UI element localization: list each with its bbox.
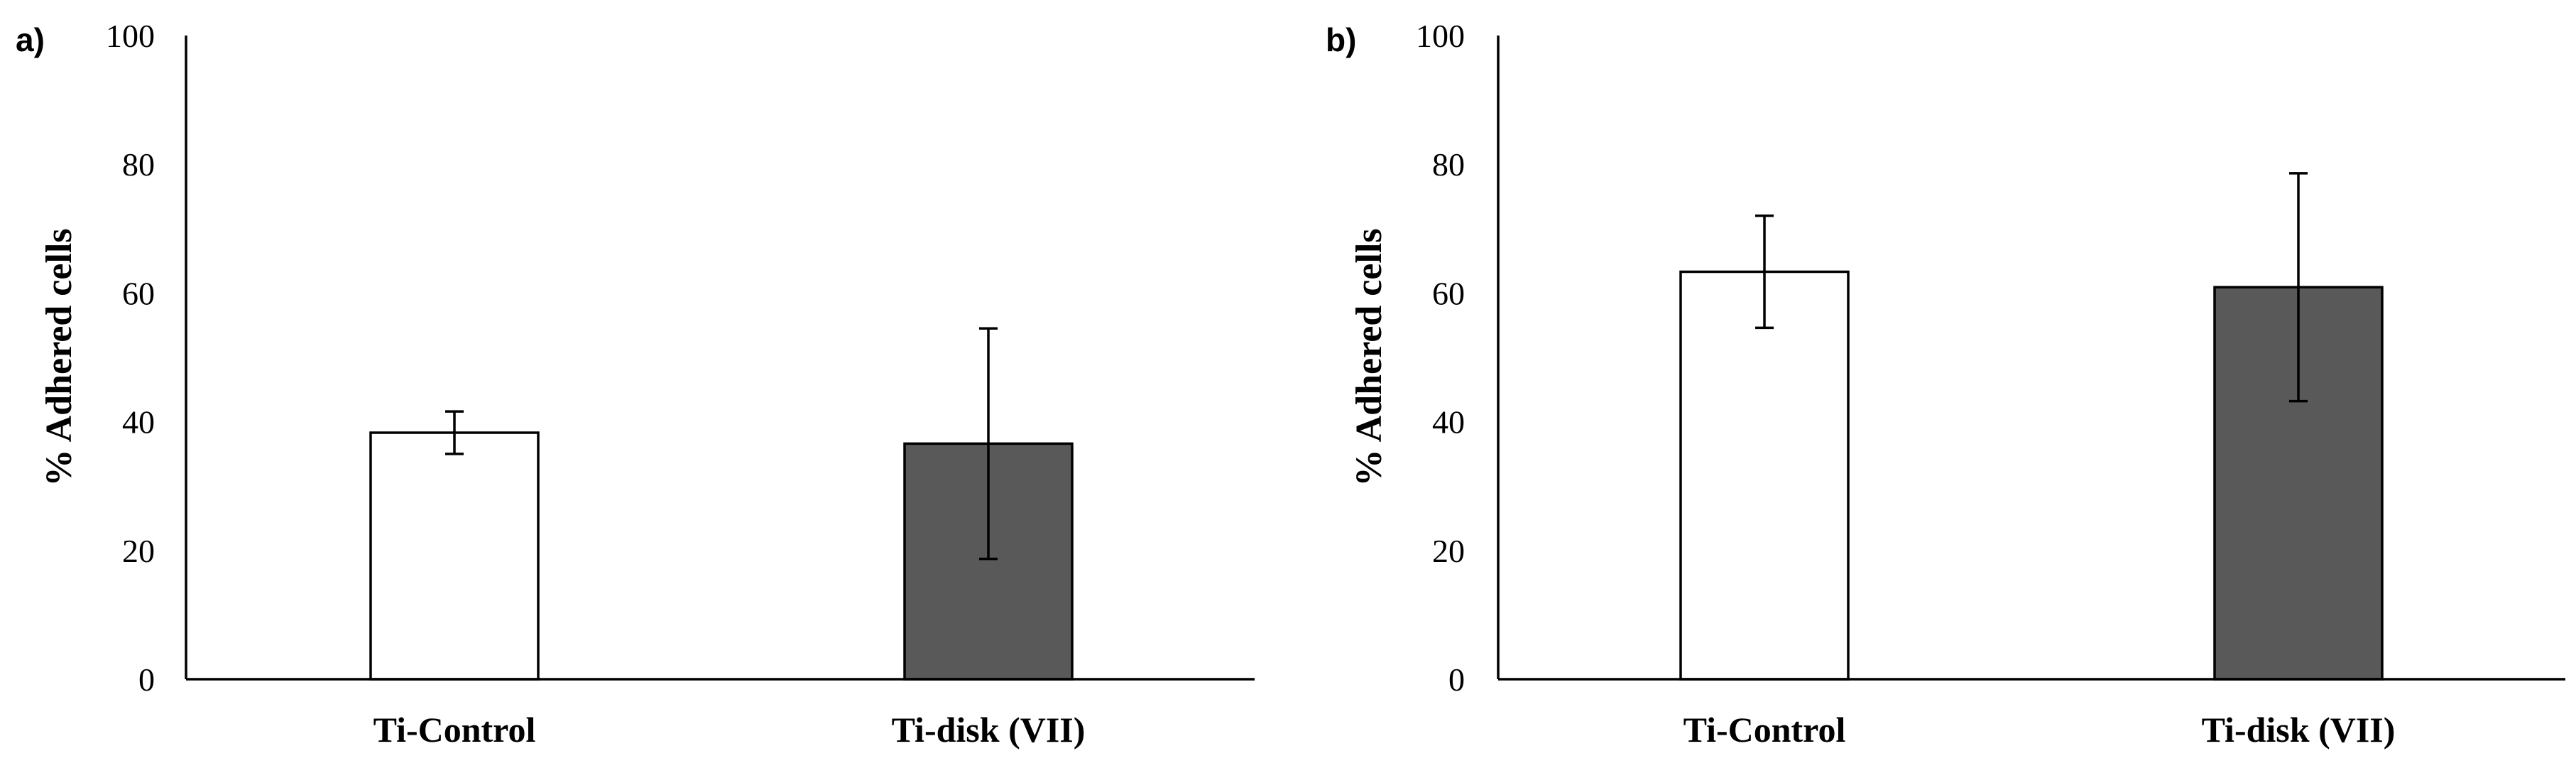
x-category-label: Ti-disk (VII): [892, 710, 1086, 750]
bar: [369, 431, 540, 681]
x-category-label: Ti-disk (VII): [2202, 710, 2396, 750]
x-category-label: Ti-Control: [1683, 710, 1846, 750]
y-tick-label: 40: [1432, 404, 1465, 440]
y-tick-label: 100: [1416, 18, 1465, 54]
x-category-label: Ti-Control: [373, 710, 536, 750]
y-tick-label: 20: [122, 533, 155, 569]
y-tick-label: 80: [122, 146, 155, 183]
y-axis-title: % Adhered cells: [1349, 228, 1390, 486]
bar: [1679, 270, 1850, 681]
chart-panel-b: b) % Adhered cells 0 20 40 60 80 100 Ti-Control T…: [1326, 18, 2565, 750]
y-tick-label: 0: [1448, 661, 1465, 698]
panel-label: b): [1326, 21, 1356, 58]
chart-panel-a: a) % Adhered cells 0 20 40 60 80 100 Ti-Control T…: [16, 18, 1255, 750]
y-tick-label: 40: [122, 404, 155, 440]
y-tick-label: 80: [1432, 146, 1465, 183]
panel-label: a): [16, 21, 45, 58]
y-tick-label: 60: [122, 275, 155, 311]
y-axis-title: % Adhered cells: [39, 228, 80, 486]
y-tick-label: 60: [1432, 275, 1465, 311]
y-tick-label: 20: [1432, 533, 1465, 569]
y-tick-label: 0: [138, 661, 155, 698]
y-tick-label: 100: [106, 18, 155, 54]
